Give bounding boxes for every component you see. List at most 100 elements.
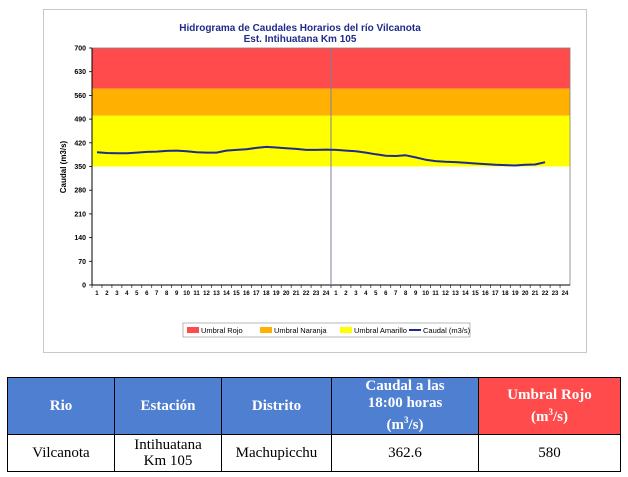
x-tick-label: 20	[283, 291, 290, 297]
table-row: Vilcanota Intihuatana Km 105 Machupicchu…	[7, 434, 621, 472]
x-tick-label: 10	[422, 291, 429, 297]
y-axis-label: Caudal (m3/s)	[59, 140, 68, 193]
legend-swatch	[260, 327, 272, 333]
y-tick-label: 350	[74, 164, 86, 171]
header-estacion: Estación	[114, 377, 222, 435]
x-tick-label: 21	[293, 291, 300, 297]
x-tick-label: 13	[452, 291, 459, 297]
cell-estacion: Intihuatana Km 105	[114, 434, 222, 472]
cell-caudal: 362.6	[331, 434, 479, 472]
x-tick-label: 8	[165, 291, 169, 297]
station-table: Rio Estación Distrito Caudal a las 18:00…	[7, 377, 621, 472]
header-caudal-line2: 18:00 horas	[367, 395, 443, 411]
x-tick-label: 2	[344, 291, 348, 297]
x-tick-label: 19	[273, 291, 280, 297]
x-tick-label: 11	[432, 291, 439, 297]
hydrograph-chart: Hidrograma de Caudales Horarios del río …	[43, 9, 587, 353]
header-umbral-unit: (m	[531, 408, 549, 425]
header-caudal-unit-end: /s)	[408, 417, 424, 433]
x-tick-label: 1	[95, 291, 99, 297]
cell-estacion-line2: Km 105	[143, 453, 193, 469]
y-tick-label: 630	[74, 69, 86, 76]
x-tick-label: 24	[323, 291, 330, 297]
x-tick-label: 16	[482, 291, 489, 297]
x-tick-label: 23	[552, 291, 559, 297]
y-tick-label: 700	[74, 46, 86, 53]
y-tick-label: 490	[74, 117, 86, 124]
series-lines	[96, 145, 546, 167]
x-tick-label: 15	[233, 291, 240, 297]
x-tick-label: 23	[313, 291, 320, 297]
legend-swatch	[340, 327, 352, 333]
x-tick-label: 19	[512, 291, 519, 297]
x-tick-label: 7	[394, 291, 398, 297]
x-tick-label: 11	[193, 291, 200, 297]
legend-label: Caudal (m3/s)	[423, 326, 471, 335]
x-tick-label: 18	[502, 291, 509, 297]
chart-title: Hidrograma de Caudales Horarios del río …	[179, 23, 421, 34]
cell-estacion-line1: Intihuatana	[134, 437, 202, 453]
x-tick-label: 17	[492, 291, 499, 297]
x-tick-label: 20	[522, 291, 529, 297]
x-tick-label: 13	[213, 291, 220, 297]
header-caudal-line1: Caudal a las	[365, 378, 445, 394]
chart-legend: Umbral Rojo Umbral Naranja Umbral Amarillo…	[182, 322, 471, 338]
header-caudal: Caudal a las 18:00 horas (m3/s)	[331, 377, 479, 435]
x-tick-label: 14	[462, 291, 469, 297]
chart-canvas: Hidrograma de Caudales Horarios del río …	[59, 23, 571, 338]
header-rio: Rio	[7, 377, 115, 435]
x-tick-label: 14	[223, 291, 230, 297]
x-tick-label: 3	[115, 291, 119, 297]
y-tick-label: 140	[74, 235, 86, 242]
x-tick-label: 9	[175, 291, 179, 297]
table-header-row: Rio Estación Distrito Caudal a las 18:00…	[7, 377, 621, 435]
x-tick-label: 22	[542, 291, 549, 297]
x-tick-label: 21	[532, 291, 539, 297]
x-tick-label: 24	[562, 291, 569, 297]
x-tick-label: 6	[384, 291, 388, 297]
x-tick-label: 17	[253, 291, 260, 297]
header-umbral-unit-sup: 3	[548, 406, 554, 417]
y-tick-label: 210	[74, 211, 86, 218]
cell-rio: Vilcanota	[7, 434, 115, 472]
chart-subtitle: Est. Intihuatana Km 105	[244, 34, 357, 45]
x-tick-label: 3	[354, 291, 358, 297]
header-umbral-unit-end: /s)	[553, 408, 568, 425]
header-umbral-line1: Umbral Rojo	[507, 386, 592, 403]
x-tick-label: 4	[125, 291, 129, 297]
x-tick-label: 9	[414, 291, 418, 297]
legend-label: Umbral Amarillo	[354, 326, 407, 335]
x-tick-label: 10	[183, 291, 190, 297]
legend-box	[182, 322, 471, 338]
y-tick-label: 280	[74, 188, 86, 195]
y-tick-label: 420	[74, 140, 86, 147]
legend-swatch	[187, 327, 199, 333]
header-caudal-unit: (m	[386, 417, 405, 433]
header-distrito: Distrito	[221, 377, 332, 435]
x-tick-label: 7	[155, 291, 159, 297]
x-tick-label: 1	[334, 291, 338, 297]
cell-umbral-rojo: 580	[478, 434, 621, 472]
x-tick-label: 12	[203, 291, 210, 297]
x-tick-label: 12	[442, 291, 449, 297]
y-tick-label: 0	[82, 283, 86, 290]
x-tick-label: 8	[404, 291, 408, 297]
x-tick-label: 18	[263, 291, 270, 297]
x-tick-label: 5	[374, 291, 378, 297]
header-caudal-unit-sup: 3	[404, 415, 409, 425]
y-tick-label: 560	[74, 93, 86, 100]
cell-distrito: Machupicchu	[221, 434, 332, 472]
x-tick-label: 5	[135, 291, 139, 297]
header-umbral-rojo: Umbral Rojo (m3/s)	[478, 377, 621, 435]
legend-label: Umbral Naranja	[274, 326, 327, 335]
x-tick-label: 15	[472, 291, 479, 297]
series-line-caudal	[96, 145, 546, 167]
x-tick-label: 6	[145, 291, 149, 297]
x-tick-label: 2	[105, 291, 109, 297]
legend-label: Umbral Rojo	[201, 326, 243, 335]
x-tick-label: 16	[243, 291, 250, 297]
y-tick-label: 70	[78, 259, 86, 266]
x-tick-label: 22	[303, 291, 310, 297]
x-tick-label: 4	[364, 291, 368, 297]
